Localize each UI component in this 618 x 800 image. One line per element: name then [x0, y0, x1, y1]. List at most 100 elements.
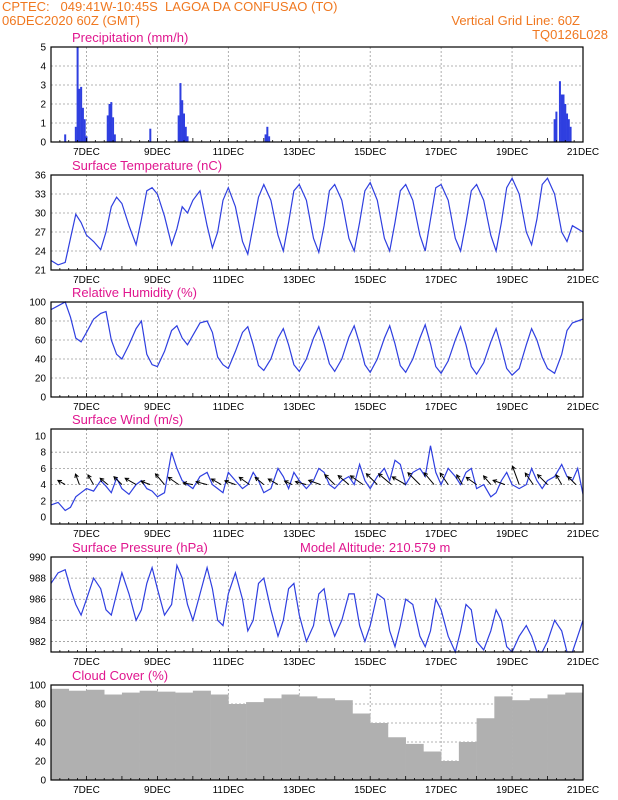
precip-bar [268, 136, 271, 142]
series-line [50, 445, 584, 512]
x-tick-label: 7DEC [73, 147, 100, 158]
cloud-bar [441, 761, 460, 780]
panel-title: Surface Wind (m/s) [72, 412, 183, 427]
y-tick-label: 6 [40, 464, 46, 475]
x-tick-label: 7DEC [73, 657, 100, 668]
y-tick-label: 3 [40, 81, 46, 92]
y-tick-label: 4 [40, 480, 46, 491]
wind-arrow [407, 472, 421, 485]
x-tick-label: 7DEC [73, 529, 100, 540]
y-tick-label: 100 [29, 298, 46, 309]
cloud-bar [121, 692, 140, 780]
y-tick-label: 0 [40, 513, 46, 524]
wind-arrow-head [511, 465, 516, 471]
x-tick-label: 9DEC [144, 529, 171, 540]
precip-bar [106, 115, 109, 142]
wind-arrow [350, 475, 364, 486]
cloud-bar [494, 696, 513, 780]
precip-bar [76, 47, 79, 142]
wind-arrow [124, 477, 137, 486]
y-tick-label: 40 [35, 738, 47, 749]
precip-bar [78, 88, 81, 142]
wind-arrow [511, 466, 520, 485]
y-tick-label: 0 [40, 138, 46, 149]
x-tick-label: 21DEC [567, 275, 599, 286]
x-tick-label: 13DEC [283, 657, 315, 668]
x-tick-label: 7DEC [73, 275, 100, 286]
precip-bar [179, 83, 182, 142]
cloud-bar [263, 698, 282, 780]
series-line [50, 176, 584, 266]
wind-arrow-head [267, 478, 273, 483]
x-tick-label: 21DEC [567, 785, 599, 796]
wind-arrow [113, 476, 123, 485]
wind-arrow [140, 480, 151, 486]
precip-bar [564, 104, 567, 142]
cloud-bar [352, 713, 371, 780]
y-tick-label: 988 [29, 574, 46, 585]
wind-arrow [378, 473, 392, 485]
y-tick-label: 30 [35, 209, 47, 220]
wind-arrow [492, 479, 506, 486]
precip-bar [264, 134, 267, 142]
x-tick-label: 11DEC [213, 275, 245, 286]
precip-bar [181, 100, 184, 142]
x-tick-label: 17DEC [425, 529, 457, 540]
cloud-bar [512, 700, 531, 780]
wind-arrow-head [254, 476, 260, 482]
y-tick-label: 10 [35, 432, 47, 443]
wind-arrow-head [140, 480, 146, 485]
wind-arrow [224, 480, 236, 486]
cloud-bar [565, 692, 584, 780]
x-tick-label: 17DEC [425, 657, 457, 668]
x-tick-label: 21DEC [567, 402, 599, 413]
y-tick-label: 990 [29, 553, 46, 564]
y-tick-label: 21 [35, 266, 47, 277]
x-tick-label: 15DEC [354, 275, 386, 286]
wind-arrow-head [555, 473, 560, 479]
y-tick-label: 80 [35, 317, 47, 328]
wind-arrow-head [195, 480, 201, 485]
x-tick-label: 21DEC [567, 147, 599, 158]
x-tick-label: 17DEC [425, 785, 457, 796]
x-tick-label: 13DEC [283, 529, 315, 540]
x-tick-label: 21DEC [567, 657, 599, 668]
cloud-bar [317, 698, 336, 780]
wind-arrow [87, 474, 94, 485]
wind-arrow [366, 473, 378, 485]
y-tick-label: 1 [40, 119, 46, 130]
x-tick-label: 15DEC [354, 529, 386, 540]
precip-bar [562, 94, 565, 142]
x-tick-label: 17DEC [425, 402, 457, 413]
wind-arrow-head [567, 475, 572, 481]
series-line [50, 563, 584, 654]
precip-bar [184, 126, 187, 142]
cloud-bar [370, 723, 389, 780]
wind-arrow [196, 481, 208, 486]
x-tick-label: 19DEC [496, 402, 528, 413]
panel-title: Cloud Cover (%) [72, 668, 168, 683]
x-tick-label: 9DEC [144, 147, 171, 158]
cloud-bar [104, 694, 123, 780]
precip-bar [149, 128, 152, 142]
wind-arrow [337, 475, 350, 485]
precip-bar [555, 111, 558, 142]
panel-frame [50, 301, 584, 398]
precip-bar [110, 102, 113, 142]
precip-bar [566, 113, 569, 142]
model-altitude-label: Model Altitude: 210.579 m [300, 540, 450, 555]
panel-frame [50, 428, 584, 525]
wind-arrow [392, 476, 406, 486]
cloud-bar [547, 694, 566, 780]
cloud-bar [51, 688, 70, 780]
y-tick-label: 33 [35, 190, 47, 201]
x-tick-label: 13DEC [283, 147, 315, 158]
x-tick-label: 21DEC [567, 529, 599, 540]
wind-arrow [155, 473, 165, 485]
wind-arrow-head [210, 478, 216, 483]
wind-arrow [268, 478, 279, 486]
wind-arrow [324, 474, 336, 485]
x-tick-label: 11DEC [213, 402, 245, 413]
cloud-bar [86, 689, 105, 780]
y-tick-label: 2 [40, 100, 46, 111]
